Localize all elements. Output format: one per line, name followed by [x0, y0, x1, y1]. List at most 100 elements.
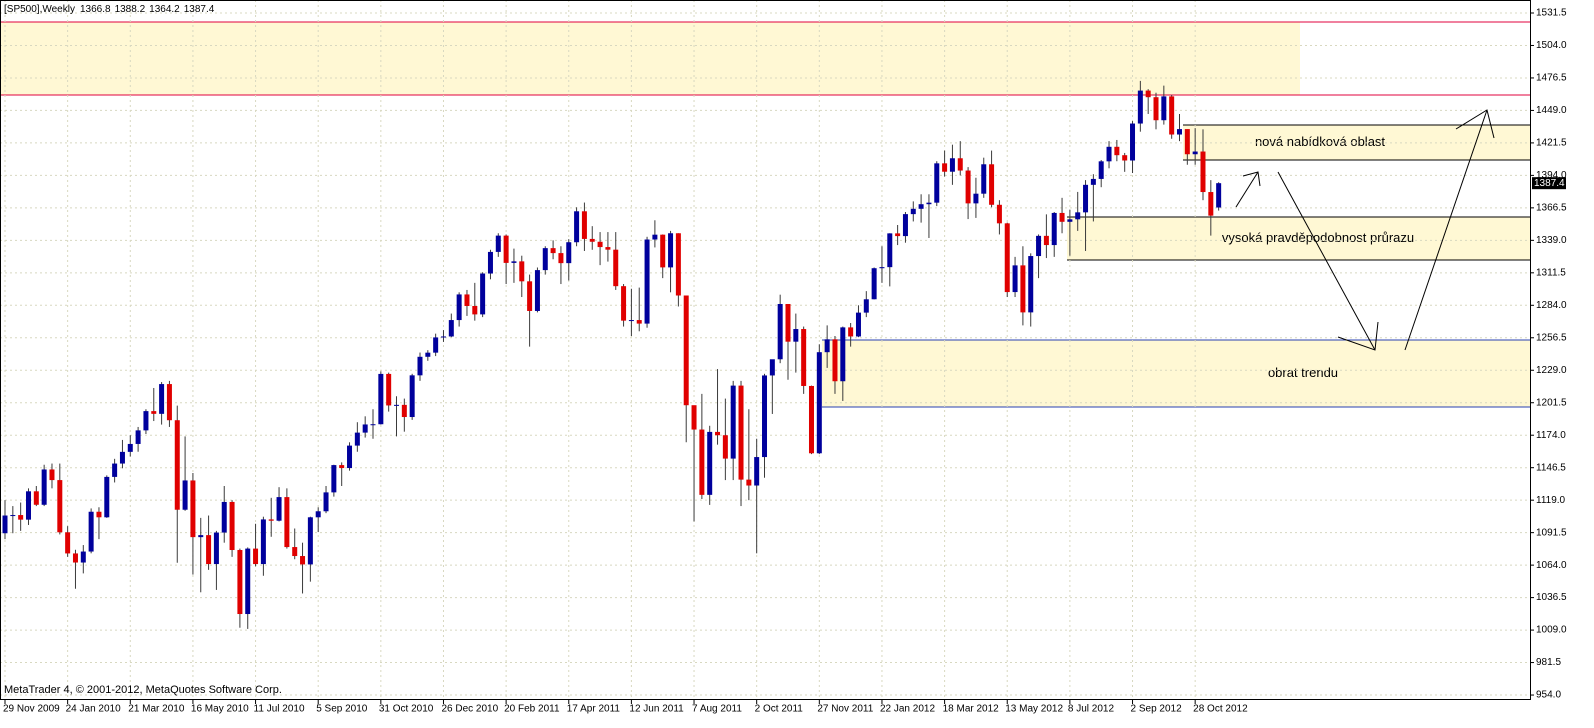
candle-body [730, 385, 736, 459]
candle-body [683, 295, 689, 406]
candle-body [926, 202, 932, 205]
candle-body [973, 193, 979, 204]
candle-body [480, 273, 486, 315]
candle-body [347, 445, 353, 469]
candle-body [1020, 265, 1026, 313]
y-tick-label: 1449.0 [1536, 105, 1567, 116]
candle-body [738, 385, 744, 480]
candle-body [715, 431, 721, 436]
candle-body [2, 515, 8, 534]
candle-body [386, 373, 392, 406]
candle-body [534, 270, 540, 311]
zone [1067, 216, 1530, 260]
candle-body [65, 532, 71, 554]
candle-body [1216, 183, 1222, 208]
y-tick-label: 1009.0 [1536, 625, 1567, 636]
candle-body [331, 465, 337, 493]
candle-body [135, 430, 141, 444]
candle-body [307, 517, 313, 565]
candle-body [49, 469, 55, 481]
candle-body [409, 375, 415, 418]
arrow-head [1455, 109, 1495, 139]
candle-body [1192, 151, 1198, 155]
candle-body [495, 235, 501, 252]
x-tick-label: 29 Nov 2009 [3, 704, 60, 715]
candle-body [119, 451, 125, 464]
last-high: 1388.2 [115, 4, 146, 15]
candle-body [668, 233, 674, 268]
candle-body [902, 214, 908, 237]
x-tick-label: 24 Jan 2010 [66, 704, 121, 715]
y-tick-label: 1394.0 [1536, 170, 1567, 181]
candles [2, 80, 1222, 629]
candle-body [487, 251, 493, 274]
candle-body [1153, 97, 1159, 121]
candle-body [127, 443, 133, 452]
candle-body [96, 511, 102, 518]
candle-body [253, 548, 259, 565]
candle-body [1114, 146, 1120, 156]
candle-body [511, 261, 517, 263]
zone-label: nová nabídková oblast [1255, 134, 1385, 149]
candle-body [276, 497, 282, 521]
last-close: 1387.4 [184, 4, 215, 15]
candle-body [401, 404, 407, 418]
candle-body [448, 320, 454, 337]
candle-body [1075, 212, 1081, 220]
candle-body [816, 352, 822, 454]
x-tick-label: 21 Mar 2010 [128, 704, 185, 715]
candle-body [762, 375, 768, 458]
candle-body [354, 432, 360, 446]
candle-body [691, 405, 697, 430]
x-tick-label: 31 Oct 2010 [379, 704, 434, 715]
candle-body [910, 208, 916, 215]
candle-body [613, 249, 619, 287]
y-tick-label: 1174.0 [1536, 430, 1566, 441]
candle-body [981, 164, 987, 194]
x-tick-label: 5 Sep 2010 [316, 704, 368, 715]
last-low: 1364.2 [149, 4, 180, 15]
y-tick-label: 1531.5 [1536, 8, 1567, 19]
candle-body [503, 235, 509, 263]
candle-body [1177, 129, 1182, 135]
x-tick-label: 8 Jul 2012 [1068, 704, 1115, 715]
candle-body [605, 247, 611, 250]
x-tick-label: 13 May 2012 [1005, 704, 1063, 715]
candle-body [1051, 212, 1057, 246]
candle-body [104, 476, 110, 518]
candle-body [1169, 96, 1175, 135]
x-tick-label: 12 Jun 2011 [629, 704, 684, 715]
candle-body [112, 463, 118, 477]
candle-body [1200, 151, 1206, 193]
y-tick-label: 1201.5 [1536, 397, 1567, 408]
last-open: 1366.8 [80, 4, 111, 15]
candle-body [871, 268, 877, 300]
candle-body [159, 384, 165, 414]
candle-body [840, 327, 846, 382]
y-tick-label: 1504.0 [1536, 40, 1567, 51]
candle-body [848, 327, 854, 337]
candle-body [887, 233, 893, 268]
candle-body [292, 547, 298, 557]
candle-body [777, 303, 783, 360]
candle-body [190, 480, 196, 538]
candle-body [527, 281, 533, 311]
y-tick-label: 1064.0 [1536, 560, 1567, 571]
candle-body [425, 352, 431, 357]
x-tick-label: 18 Mar 2012 [943, 704, 1000, 715]
candle-body [996, 204, 1002, 224]
x-tick-label: 7 Aug 2011 [692, 704, 742, 715]
candle-body [1012, 265, 1018, 293]
chart-title: [SP500],Weekly [4, 4, 75, 15]
candle-body [746, 479, 752, 486]
x-tick-label: 27 Nov 2011 [817, 704, 873, 715]
candle-body [1161, 96, 1167, 121]
candle-body [581, 211, 587, 239]
y-tick-label: 1229.0 [1536, 365, 1567, 376]
candle-body [440, 336, 446, 338]
candle-body [300, 556, 306, 565]
y-tick-label: 1339.0 [1536, 235, 1567, 246]
y-tick-label: 1036.5 [1536, 592, 1567, 603]
candle-body [785, 303, 791, 342]
candle-body [362, 424, 368, 433]
